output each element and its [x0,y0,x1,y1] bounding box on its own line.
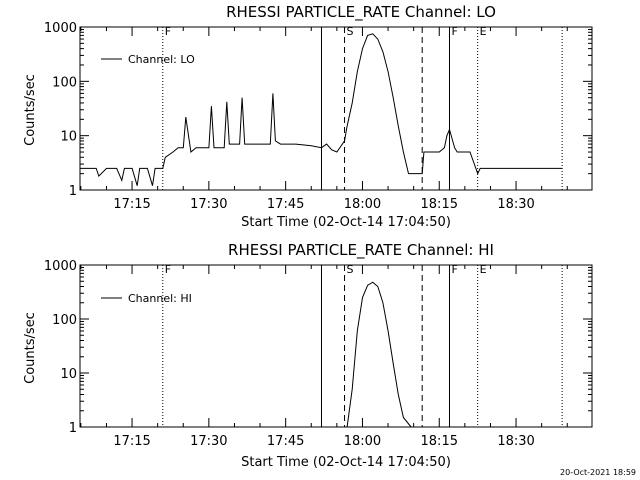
y-axis-label: Counts/sec [23,312,38,384]
x-tick-label: 18:00 [344,197,381,212]
x-tick-label: 17:30 [190,197,227,212]
event-marker-label: F [451,263,457,276]
x-tick-label: 17:30 [190,434,227,449]
x-tick-label: 18:30 [497,434,534,449]
chart-title: RHESSI PARTICLE_RATE Channel: LO [226,3,496,22]
x-tick-label: 18:30 [497,197,534,212]
event-marker-label: E [480,25,487,38]
series-line [80,33,563,186]
x-axis-label: Start Time (02-Oct-14 17:04:50) [241,455,451,470]
event-marker-label: F [165,25,171,38]
y-tick-label: 1000 [44,259,77,274]
x-tick-label: 17:45 [267,197,304,212]
lo-channel-panel: RHESSI PARTICLE_RATE Channel: LO Counts/… [23,3,593,230]
plot-frame [79,264,593,428]
y-tick-label: 100 [52,75,77,90]
event-marker-label: S [347,25,354,38]
x-tick-label: 17:15 [113,434,150,449]
y-tick-label: 10 [60,367,77,382]
y-axis-label: Counts/sec [23,74,38,146]
y-tick-label: 10 [60,130,77,145]
event-marker-label: F [165,263,171,276]
x-tick-label: 18:15 [421,197,458,212]
y-tick-label: 1 [69,184,77,199]
chart-title: RHESSI PARTICLE_RATE Channel: HI [228,241,494,260]
plot-frame [79,26,593,191]
series-line [346,281,412,428]
hi-channel-panel: RHESSI PARTICLE_RATE Channel: HI Counts/… [23,241,593,470]
x-tick-label: 17:45 [267,434,304,449]
y-tick-label: 1000 [44,21,77,36]
legend-label: Channel: LO [128,53,195,66]
y-tick-label: 100 [52,313,77,328]
x-tick-label: 18:15 [421,434,458,449]
event-marker-label: S [347,263,354,276]
x-axis-label: Start Time (02-Oct-14 17:04:50) [241,215,451,230]
event-marker-label: E [480,263,487,276]
legend-label: Channel: HI [128,292,192,305]
x-tick-label: 17:15 [113,197,150,212]
event-marker-label: F [451,25,457,38]
generation-timestamp: 20-Oct-2021 18:59 [560,468,636,477]
x-tick-label: 18:00 [344,434,381,449]
y-tick-label: 1 [69,421,77,436]
